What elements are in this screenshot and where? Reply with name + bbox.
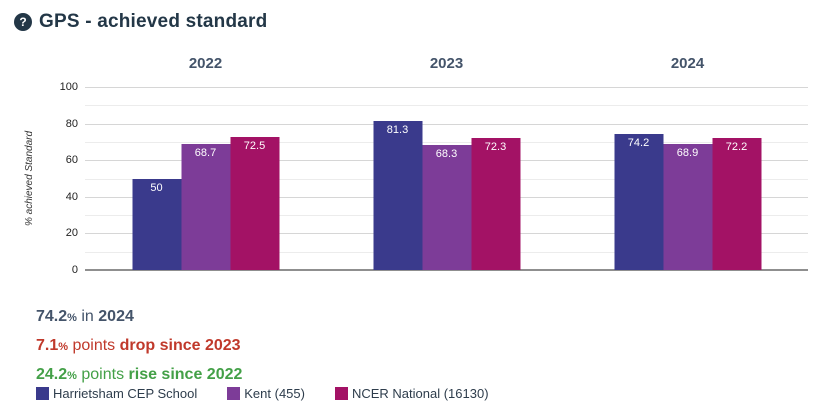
bar-value-label: 72.5 — [243, 140, 266, 153]
bar-2024-school: 74.2 — [614, 134, 663, 270]
y-tick-label-0: 0 — [71, 264, 78, 276]
year-label-2024: 2024 — [670, 55, 705, 72]
y-tick-label-40: 40 — [65, 190, 78, 203]
legend-label: NCER National (16130) — [351, 386, 489, 401]
bar-group-2023: 81.3 68.3 72.3 — [373, 87, 520, 270]
y-tick-label-20: 20 — [65, 227, 78, 240]
plot-area: 0 20 40 60 80 100 50 68.7 72.5 81.3 68.3 72.3 74.2 68… — [60, 81, 808, 276]
bar-2024-kent: 68.9 — [663, 143, 712, 270]
bar-value-label: 74.2 — [627, 137, 650, 150]
y-tick-label-60: 60 — [65, 154, 78, 167]
bar-2022-kent: 68.7 — [181, 144, 230, 270]
bar-2023-national: 72.3 — [471, 137, 520, 270]
year-label-2023: 2023 — [429, 55, 464, 72]
summary-segment: 24.2 — [36, 366, 68, 383]
legend-label: Harrietsham CEP School — [53, 386, 198, 401]
bar-slots: 50 68.7 72.5 81.3 68.3 72.3 74.2 68.9 72.2 — [85, 87, 808, 270]
summary-segment: 7.1 — [36, 337, 59, 354]
bar-value-label: 68.7 — [194, 147, 217, 160]
bar-2023-school: 81.3 — [373, 121, 422, 270]
y-axis-title: % achieved Standard — [22, 87, 38, 270]
summary-line-2: 7.1% points drop since 2023 — [36, 332, 242, 361]
bar-2022-national: 72.5 — [230, 137, 279, 270]
bar-value-label: 81.3 — [386, 124, 409, 137]
summary-segment: in — [76, 308, 99, 325]
year-labels-row: 2022 2023 2024 — [85, 55, 808, 72]
help-icon[interactable]: ? — [14, 13, 32, 31]
legend: Harrietsham CEP School Kent (455) NCER Nat… — [36, 386, 489, 401]
bar-value-label: 68.3 — [435, 148, 458, 160]
summary-block: 74.2% in 2024 7.1% points drop since 2023… — [36, 303, 242, 390]
summary-segment: % — [58, 341, 69, 353]
y-axis-title-text: % achieved Standard — [24, 130, 36, 227]
chart-title: GPS - achieved standard — [39, 11, 268, 32]
y-tick-label-80: 80 — [65, 117, 78, 130]
summary-line-3: 24.2% points rise since 2022 — [36, 361, 242, 390]
bar-group-2022: 50 68.7 72.5 — [132, 87, 279, 270]
summary-segment: points — [68, 337, 120, 354]
chart-header: ? GPS - achieved standard — [14, 11, 267, 33]
legend-swatch — [36, 387, 49, 400]
summary-segment: % — [67, 370, 77, 382]
gridline-80 — [85, 123, 808, 125]
legend-label: Kent (455) — [244, 386, 305, 401]
gridline-100 — [85, 87, 808, 88]
summary-segment: rise since 2022 — [128, 366, 243, 383]
summary-segment: % — [67, 312, 77, 324]
bar-2023-kent: 68.3 — [422, 145, 471, 270]
bar-value-label: 68.9 — [676, 146, 699, 159]
category-slot-2024: 74.2 68.9 72.2 — [567, 87, 808, 270]
summary-segment: drop since 2023 — [119, 337, 241, 354]
legend-item-1: Harrietsham CEP School — [36, 386, 197, 401]
year-label-2022: 2022 — [188, 55, 223, 72]
summary-segment: 74.2 — [36, 308, 68, 325]
legend-item-2: Kent (455) — [227, 386, 305, 401]
legend-item-3: NCER National (16130) — [334, 386, 489, 401]
bar-group-2024: 74.2 68.9 72.2 — [614, 87, 761, 270]
bar-value-label: 50 — [150, 181, 163, 194]
summary-segment: 2024 — [98, 308, 134, 325]
bar-value-label: 72.2 — [725, 140, 748, 153]
gridline-90 — [85, 105, 808, 107]
x-axis-line — [85, 269, 808, 271]
bar-2024-national: 72.2 — [712, 137, 761, 270]
bar-2022-school: 50 — [132, 178, 181, 270]
summary-line-1: 74.2% in 2024 — [36, 303, 242, 332]
legend-swatch — [334, 387, 348, 400]
legend-swatch — [227, 387, 241, 400]
bar-value-label: 72.3 — [484, 140, 507, 153]
category-slot-2022: 50 68.7 72.5 — [85, 87, 326, 270]
category-slot-2023: 81.3 68.3 72.3 — [326, 87, 567, 270]
y-tick-label-100: 100 — [59, 81, 78, 93]
summary-segment: points — [76, 366, 129, 383]
gridline-70 — [85, 141, 808, 143]
